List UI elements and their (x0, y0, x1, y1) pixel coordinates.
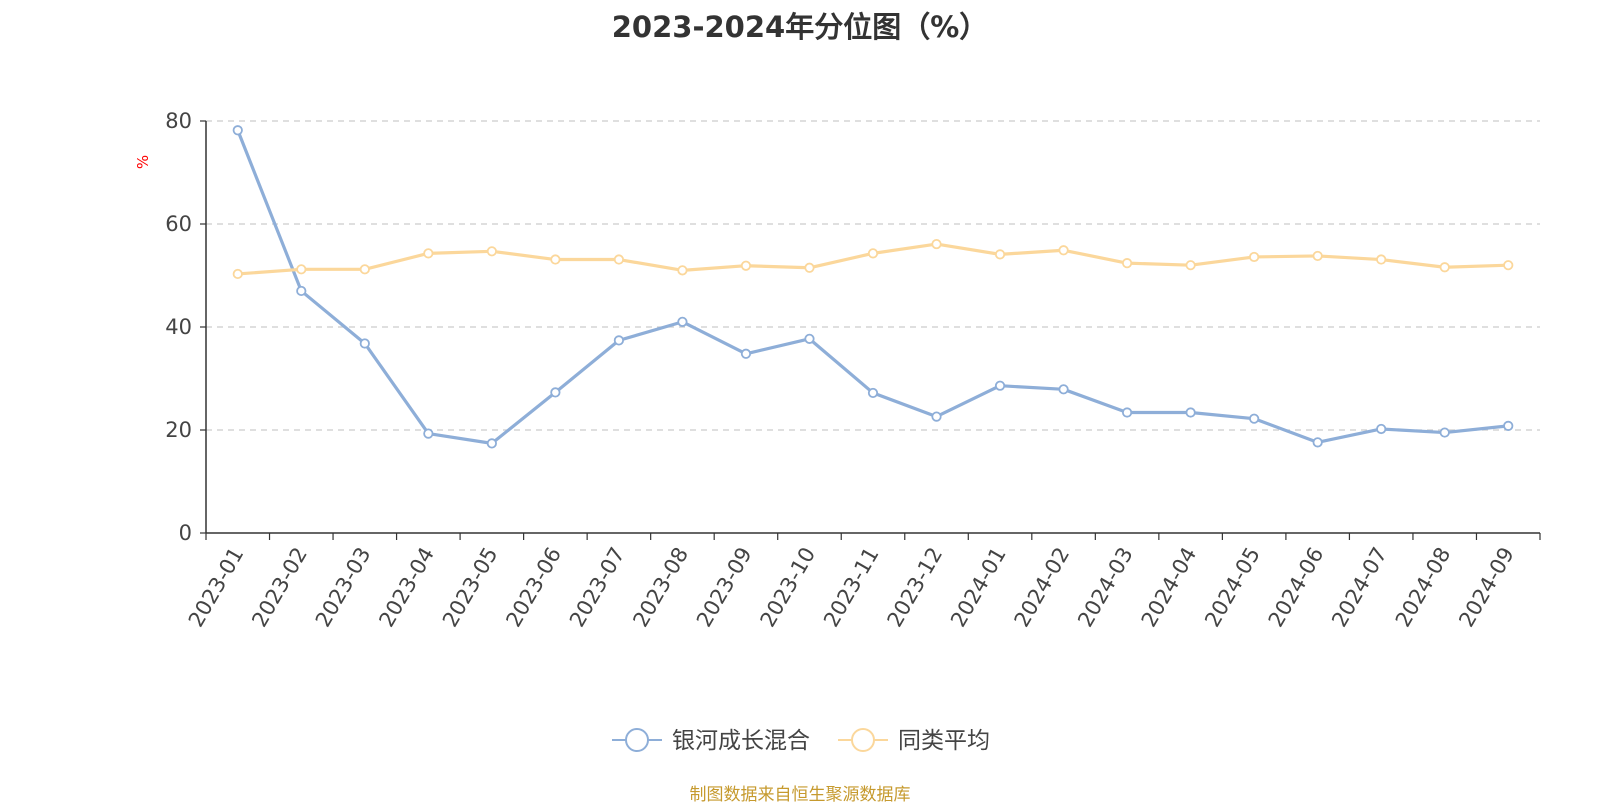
x-tick-label: 2023-08 (628, 543, 693, 631)
data-point[interactable] (931, 411, 942, 422)
chart-title: 2023-2024年分位图（%） (611, 10, 989, 44)
data-point[interactable] (1121, 407, 1133, 418)
y-axis-label: % (134, 155, 152, 169)
data-point[interactable] (1121, 258, 1133, 269)
data-point[interactable] (1058, 384, 1069, 395)
data-point[interactable] (1376, 423, 1387, 435)
legend-marker (625, 728, 649, 752)
data-point[interactable] (296, 264, 307, 275)
legend[interactable]: 银河成长混合 同类平均 (612, 728, 990, 754)
legend-label: 银河成长混合 (672, 728, 810, 754)
data-point[interactable] (1185, 260, 1196, 271)
data-point[interactable] (994, 380, 1006, 391)
data-point[interactable] (486, 246, 497, 257)
data-point[interactable] (740, 348, 752, 359)
data-point[interactable] (232, 125, 243, 136)
source-note: 制图数据来自恒生聚源数据库 (689, 785, 911, 805)
data-point[interactable] (1058, 245, 1069, 256)
y-tick-label: 20 (165, 418, 192, 442)
x-tick-label: 2024-02 (1010, 543, 1075, 631)
data-point[interactable] (1376, 254, 1387, 265)
grid-lines (206, 120, 1540, 431)
data-point[interactable] (1439, 427, 1450, 438)
data-point[interactable] (1439, 262, 1450, 273)
x-tick-label: 2023-09 (692, 543, 757, 631)
data-point[interactable] (232, 268, 243, 280)
series-1 (232, 238, 1514, 280)
x-tick-label: 2024-05 (1200, 543, 1265, 631)
data-point[interactable] (740, 260, 752, 271)
y-tick-label: 60 (165, 212, 192, 236)
data-point[interactable] (613, 335, 625, 346)
data-point[interactable] (550, 254, 561, 265)
data-point[interactable] (804, 333, 815, 344)
data-point[interactable] (867, 387, 879, 399)
x-tick-label: 2024-01 (946, 543, 1011, 631)
series-0 (232, 125, 1514, 449)
data-point[interactable] (423, 428, 434, 439)
data-point[interactable] (359, 338, 370, 349)
x-tick-label: 2024-06 (1264, 543, 1329, 631)
data-point[interactable] (486, 438, 497, 449)
data-point[interactable] (1249, 251, 1260, 263)
x-tick-label: 2024-09 (1454, 543, 1519, 631)
data-point[interactable] (1503, 260, 1514, 271)
x-tick-label: 2023-11 (819, 543, 884, 631)
data-point[interactable] (1503, 420, 1514, 431)
axes: 020406080%2023-012023-022023-032023-0420… (134, 109, 1541, 631)
data-point[interactable] (1312, 437, 1323, 448)
x-tick-label: 2024-07 (1327, 543, 1392, 631)
y-tick-label: 80 (165, 109, 192, 133)
x-tick-label: 2023-02 (247, 543, 312, 631)
data-point[interactable] (550, 387, 561, 398)
data-point[interactable] (1312, 250, 1323, 262)
legend-label: 同类平均 (898, 728, 990, 754)
legend-marker (851, 728, 875, 752)
x-tick-label: 2023-03 (311, 543, 376, 631)
x-tick-label: 2023-06 (501, 543, 566, 631)
x-tick-label: 2024-04 (1137, 543, 1202, 631)
data-point[interactable] (677, 265, 688, 276)
x-tick-label: 2024-03 (1073, 543, 1138, 631)
x-tick-label: 2023-04 (374, 543, 439, 631)
y-tick-label: 0 (179, 521, 192, 545)
x-tick-label: 2023-01 (184, 543, 249, 631)
data-point[interactable] (1185, 407, 1196, 418)
y-tick-label: 40 (165, 315, 192, 339)
x-tick-label: 2023-10 (756, 543, 821, 631)
x-tick-label: 2023-07 (565, 543, 630, 631)
legend-item-1[interactable]: 同类平均 (838, 728, 990, 754)
data-point[interactable] (677, 316, 688, 327)
data-point[interactable] (613, 254, 625, 265)
legend-item-0[interactable]: 银河成长混合 (612, 728, 810, 754)
data-point[interactable] (359, 264, 370, 275)
x-tick-label: 2024-08 (1391, 543, 1456, 631)
data-point[interactable] (867, 248, 879, 259)
data-point[interactable] (804, 262, 815, 273)
data-point[interactable] (994, 249, 1006, 260)
data-point[interactable] (931, 238, 942, 250)
x-tick-label: 2023-12 (883, 543, 948, 631)
data-point[interactable] (296, 285, 307, 297)
data-point[interactable] (423, 248, 434, 259)
x-tick-label: 2023-05 (438, 543, 503, 631)
series-lines (232, 125, 1514, 449)
data-point[interactable] (1249, 413, 1260, 424)
